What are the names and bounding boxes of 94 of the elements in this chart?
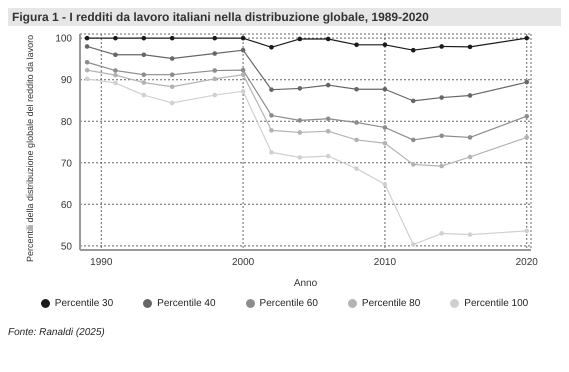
point [113,36,118,40]
y-axis-title: Percentili della distribuzione globale del reddito da lavoro [25,34,36,262]
point [410,138,416,142]
point [298,86,302,91]
point [524,114,530,119]
point [439,231,444,236]
point [524,228,530,234]
y-tick-label: 90 [60,75,72,86]
point [410,98,416,104]
point [269,128,274,133]
point [326,154,330,158]
point [240,89,246,94]
point [113,68,118,73]
legend-label: Percentile 40 [157,298,216,309]
point [269,87,274,92]
point [84,76,90,82]
point [382,182,388,187]
point [298,155,302,160]
point [212,92,218,98]
legend-label: Percentile 100 [464,298,528,309]
point [382,140,388,146]
point [269,150,274,155]
x-tick-label: 1990 [90,257,113,268]
point [170,72,174,78]
point [170,84,174,90]
point [524,80,530,84]
point [142,72,146,78]
point [410,242,416,247]
point [142,36,146,40]
point [142,92,146,98]
point [298,36,302,42]
point [410,162,416,167]
point [326,36,330,42]
point [212,76,218,82]
point [84,36,90,40]
x-tick-label: 2020 [516,257,538,268]
point [212,68,218,73]
point [212,36,218,40]
point [354,86,359,92]
point [382,42,388,48]
point [84,44,90,49]
y-tick-label: 80 [60,116,72,128]
x-tick-label: 2000 [232,257,255,268]
y-tick-label: 50 [60,241,72,252]
point [84,68,90,72]
point [439,133,444,138]
point [410,48,416,52]
point [170,36,174,40]
point [269,44,274,50]
y-tick-label: 100 [55,34,72,45]
point [269,113,274,118]
point [354,42,359,48]
point [240,72,246,78]
point [439,44,444,49]
legend-label: Percentile 60 [260,298,318,309]
legend-label: Percentile 30 [54,298,114,309]
point [468,154,472,160]
point [439,164,444,168]
point [298,118,302,123]
point [326,116,330,122]
point [84,60,90,65]
source-note: Fonte: Ranaldi (2025) [8,327,106,338]
point [468,135,472,140]
point [326,128,330,134]
chart-title: Figura 1 - I redditi da lavoro italiani nella distribuzione globale, 1989-2020 [8,8,561,26]
point [326,82,330,88]
point [439,95,444,100]
point [382,125,388,130]
point [240,48,246,52]
point [142,52,146,58]
point [468,232,472,237]
point [170,100,174,106]
point [354,166,359,171]
point [468,44,472,50]
point [354,120,359,125]
x-axis-title: Anno [294,278,318,289]
point [212,51,218,56]
point [113,72,118,78]
point [240,36,246,40]
x-tick-label: 2010 [374,257,396,268]
point [240,68,246,72]
point [113,80,118,86]
y-tick-label: 60 [60,200,72,211]
point [298,130,302,135]
point [170,56,174,61]
point [468,93,472,98]
legend-label: Percentile 80 [362,298,420,309]
point [524,135,530,140]
point [142,80,146,85]
y-tick-label: 70 [60,158,72,170]
point [354,138,359,142]
point [524,36,530,40]
point [382,86,388,92]
point [113,52,118,58]
